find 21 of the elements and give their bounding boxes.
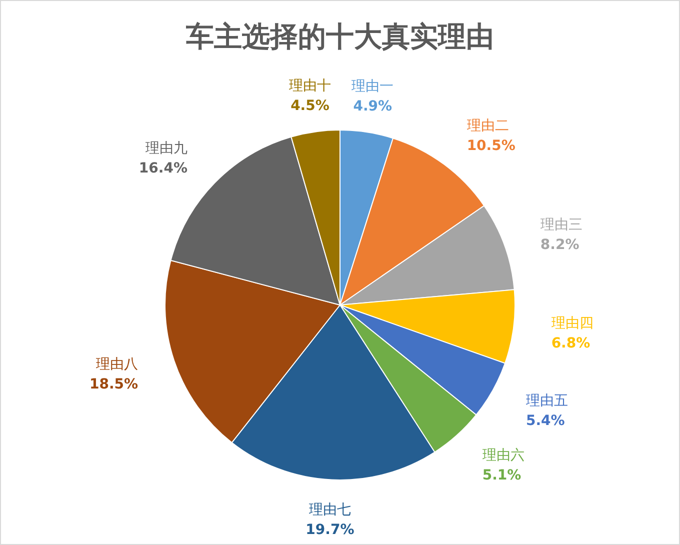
data-label: 5.4%: [526, 412, 565, 429]
chart-title: 车主选择的十大真实理由: [185, 20, 494, 53]
slice-label: 理由一: [352, 78, 394, 95]
data-label: 10.5%: [466, 138, 516, 154]
slice-label: 理由二: [466, 118, 509, 134]
data-label: 5.1%: [482, 467, 522, 484]
slice-label: 理由十: [288, 78, 331, 94]
data-label: 18.5%: [89, 376, 138, 393]
slice-label: 理由七: [308, 502, 351, 518]
data-label: 6.8%: [551, 336, 590, 352]
data-label: 4.9%: [353, 98, 392, 115]
slice-label: 理由三: [540, 216, 582, 233]
slice-label: 理由九: [146, 140, 188, 156]
slice-label: 理由六: [482, 447, 524, 464]
data-label: 4.5%: [290, 98, 330, 114]
data-label: 19.7%: [306, 522, 354, 538]
slice-label: 理由八: [96, 356, 138, 373]
slice-label: 理由五: [526, 392, 568, 409]
data-label: 16.4%: [138, 160, 188, 176]
slice-label: 理由四: [551, 316, 594, 332]
data-label: 8.2%: [540, 236, 580, 253]
